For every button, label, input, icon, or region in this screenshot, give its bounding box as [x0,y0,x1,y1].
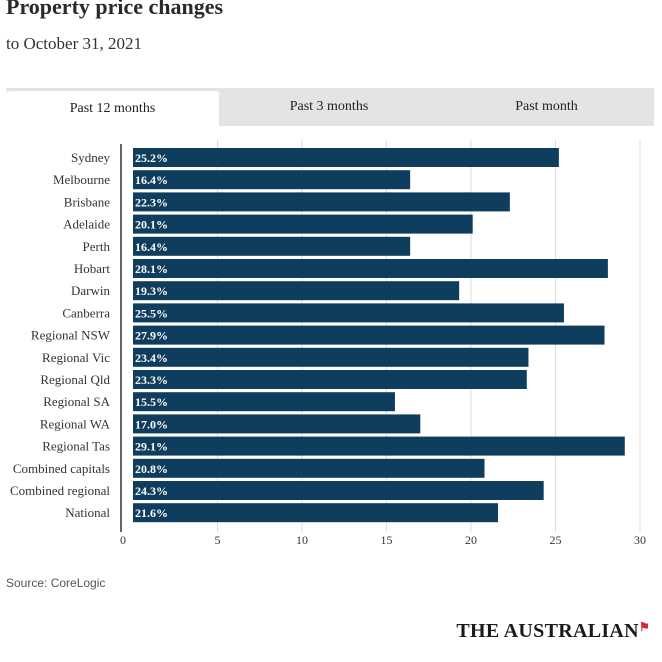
category-label: Regional Tas [42,439,110,454]
data-label: 25.2% [135,151,168,165]
data-label: 23.3% [135,373,168,387]
data-label: 21.6% [135,506,168,520]
bar [133,236,411,256]
category-label: Regional SA [43,394,110,409]
data-label: 29.1% [135,440,168,454]
bar [133,325,605,345]
bar-chart: 25.2% Sydney 16.4% Melbourne 22.3% Brisbane 20… [10,140,646,547]
category-label: Perth [83,239,111,254]
category-label: Brisbane [64,194,110,209]
page-title: Property price changes [6,0,224,19]
bar [133,458,485,478]
category-label: Combined capitals [13,461,110,476]
data-label: 16.4% [135,240,168,254]
bar [133,503,499,523]
flag-icon: ⚑ [638,620,650,634]
category-label: Sydney [71,150,111,165]
category-label: National [65,505,110,520]
bar [133,170,411,190]
brand-logo: THE AUSTRALIAN⚑ [456,620,650,643]
bar [133,347,529,367]
data-label: 24.3% [135,484,168,498]
data-label: 20.1% [135,218,168,232]
x-tick-label: 0 [120,533,126,547]
category-label: Regional WA [40,416,111,431]
category-label: Canberra [62,305,110,320]
x-tick-label: 10 [296,533,308,547]
data-label: 23.4% [135,351,168,365]
category-label: Regional NSW [31,328,111,343]
bar [133,303,564,323]
data-label: 15.5% [135,395,168,409]
bar [133,214,473,234]
data-label: 17.0% [135,417,168,431]
bar [133,370,527,389]
category-label: Darwin [71,283,110,298]
bar [133,414,421,434]
data-label: 16.4% [135,173,168,187]
data-label: 19.3% [135,284,168,298]
data-label: 22.3% [135,195,168,209]
bar [133,192,510,212]
data-label: 25.5% [135,306,168,320]
category-label: Regional Qld [40,372,110,387]
bar [133,436,625,456]
category-label: Hobart [74,261,110,276]
category-label: Regional Vic [42,350,110,365]
data-label: 28.1% [135,262,168,276]
data-label: 20.8% [135,462,168,476]
bar [133,259,608,278]
x-tick-label: 5 [215,533,221,547]
source-note: Source: CoreLogic [6,576,106,590]
category-label: Adelaide [63,217,110,232]
x-tick-label: 20 [465,533,477,547]
brand-name: THE AUSTRALIAN [456,620,639,642]
tab-past-month[interactable]: Past month [515,99,578,114]
x-tick-label: 30 [634,533,646,547]
tab-past-12-months[interactable]: Past 12 months [6,91,219,126]
bar [133,481,544,500]
page-subtitle: to October 31, 2021 [6,34,142,53]
tab-past-3-months[interactable]: Past 3 months [289,99,369,114]
x-tick-label: 25 [550,533,562,547]
data-label: 27.9% [135,329,168,343]
x-tick-label: 15 [381,533,393,547]
tab-bar: Past 12 months Past 3 months Past month [6,88,654,126]
bar [133,281,460,301]
bar [133,148,559,167]
category-label: Combined regional [10,483,110,498]
category-label: Melbourne [53,172,110,187]
bar [133,392,395,412]
